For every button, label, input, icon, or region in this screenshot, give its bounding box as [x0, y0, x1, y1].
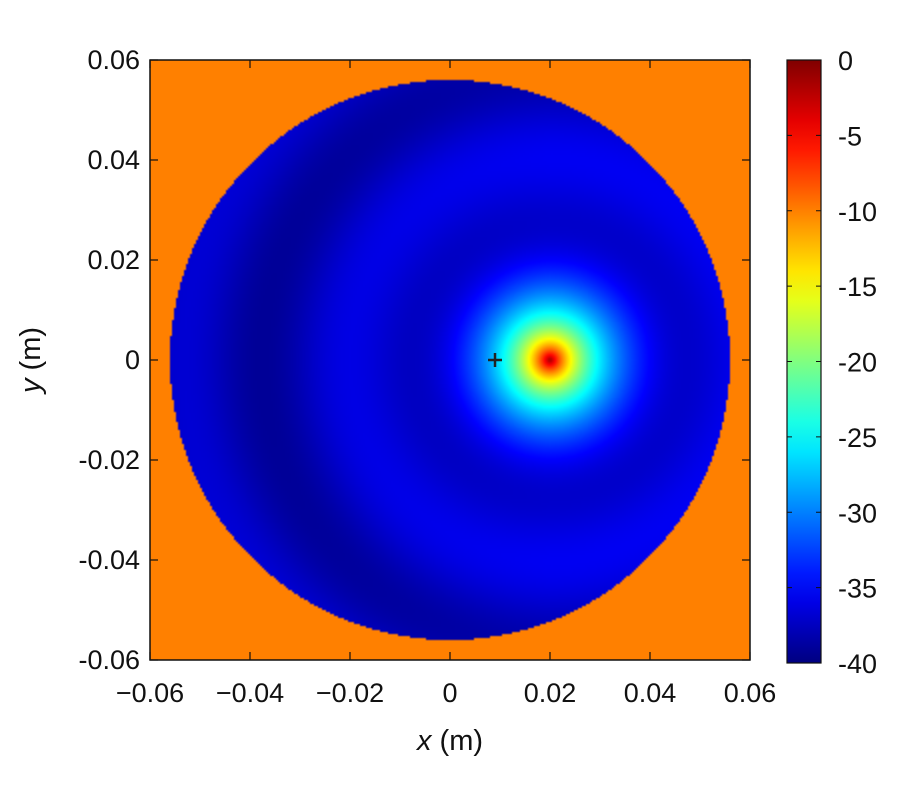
- y-tick-label: 0.04: [87, 145, 140, 175]
- colorbar-tick-label: -10: [838, 197, 877, 227]
- colorbar-tick-label: -25: [838, 423, 877, 453]
- x-tick-label: −0.02: [316, 678, 384, 708]
- colorbar: 0 -5 -10 -15 -20 -25 -30 -35 -40: [786, 46, 877, 679]
- y-axis: 0.06 0.04 0.02 0 -0.02 -0.04 -0.06: [78, 45, 750, 675]
- x-tick-label: −0.06: [116, 678, 184, 708]
- colorbar-gradient: [786, 59, 822, 664]
- x-axis: −0.06 −0.04 −0.02 0 0.02 0.04 0.06: [116, 60, 776, 708]
- colorbar-tick-label: -15: [838, 272, 877, 302]
- y-tick-label: 0.06: [87, 45, 140, 75]
- x-tick-label: −0.04: [216, 678, 284, 708]
- y-axis-label: y (m): [15, 327, 47, 395]
- y-tick-label: -0.04: [78, 545, 140, 575]
- colorbar-tick-label: -20: [838, 348, 877, 378]
- colorbar-tick-label: -5: [838, 121, 862, 151]
- y-tick-label: -0.06: [78, 645, 140, 675]
- x-axis-label: x (m): [415, 725, 483, 757]
- x-tick-label: 0.06: [724, 678, 777, 708]
- x-tick-label: 0.04: [624, 678, 677, 708]
- colorbar-tick-label: -40: [838, 649, 877, 679]
- x-tick-label: 0: [442, 678, 457, 708]
- colorbar-tick-label: -35: [838, 574, 877, 604]
- colorbar-tick-label: 0: [838, 46, 853, 76]
- plot-area: [150, 60, 750, 660]
- source-marker: [488, 353, 502, 367]
- y-tick-label: 0.02: [87, 245, 140, 275]
- heatmap-disk: [150, 60, 750, 660]
- colorbar-ticks: 0 -5 -10 -15 -20 -25 -30 -35 -40: [787, 46, 877, 679]
- colorbar-tick-label: -30: [838, 498, 877, 528]
- y-tick-label: 0: [125, 345, 140, 375]
- y-tick-label: -0.02: [78, 445, 140, 475]
- x-tick-label: 0.02: [524, 678, 577, 708]
